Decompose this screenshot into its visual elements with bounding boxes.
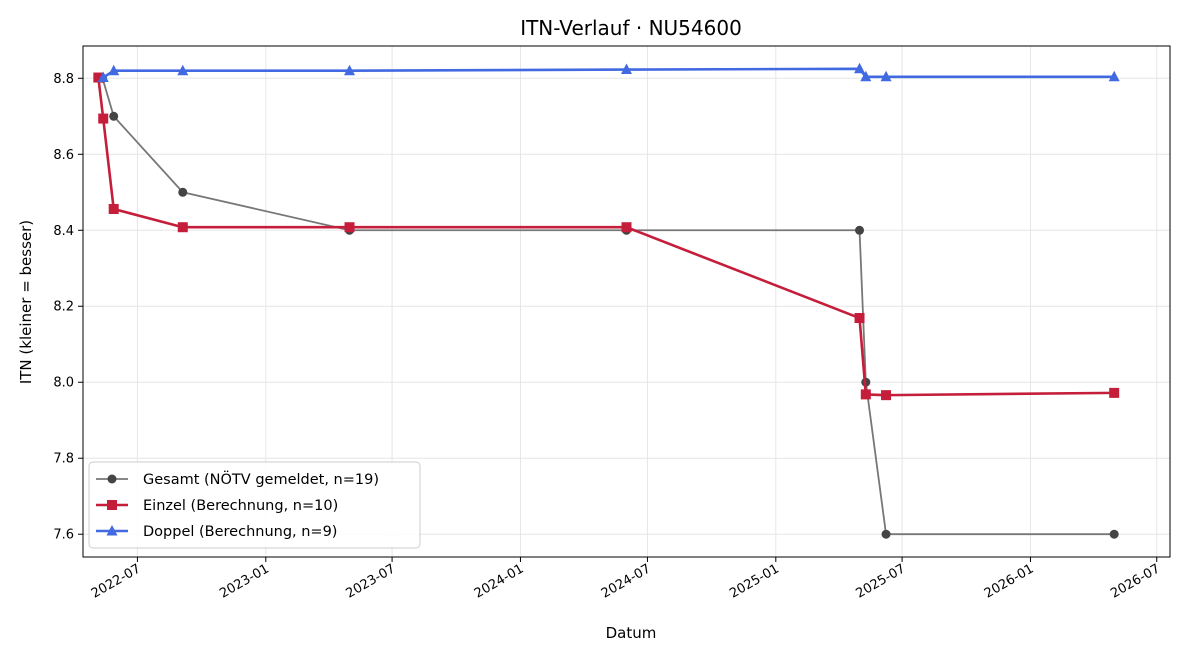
series-2 <box>93 72 1120 401</box>
data-point <box>109 111 119 121</box>
legend-marker <box>107 500 117 510</box>
data-point <box>860 70 872 82</box>
data-point <box>1108 70 1120 82</box>
data-point <box>854 62 866 74</box>
plot-frame <box>82 45 1171 558</box>
y-axis-label: ITN (kleiner = besser) <box>17 220 35 384</box>
data-point <box>98 113 109 124</box>
data-point <box>177 222 188 233</box>
data-point <box>177 64 189 76</box>
data-point <box>855 225 865 235</box>
legend-item: Doppel (Berechnung, n=9) <box>96 524 337 540</box>
x-axis-label: Datum <box>606 624 657 642</box>
data-point <box>881 529 891 539</box>
data-point <box>621 222 632 233</box>
legend-label: Gesamt (NÖTV gemeldet, n=19) <box>143 470 379 488</box>
data-point <box>178 187 188 197</box>
y-tick-label: 7.8 <box>53 452 74 467</box>
y-axis: 7.6 7.8 8.0 8.2 8.4 8.6 8.8 <box>53 72 83 543</box>
data-point <box>93 72 104 83</box>
data-point <box>860 389 871 400</box>
data-point <box>880 70 892 82</box>
y-tick-label: 8.6 <box>53 148 74 163</box>
y-tick-label: 7.6 <box>53 528 74 543</box>
series-layer <box>93 62 1120 539</box>
data-point <box>1109 529 1119 539</box>
legend-marker <box>106 525 118 536</box>
series-line <box>97 77 1115 397</box>
data-point <box>97 71 109 83</box>
data-point <box>108 203 119 214</box>
legend-box <box>88 461 421 549</box>
data-point <box>1109 387 1120 398</box>
data-point <box>621 63 632 75</box>
data-point <box>344 222 355 233</box>
data-point <box>344 64 356 76</box>
legend-item: Einzel (Berechnung, n=10) <box>96 498 338 514</box>
legend-label: Doppel (Berechnung, n=9) <box>143 524 337 540</box>
y-tick-label: 8.4 <box>53 224 74 239</box>
y-tick-label: 8.8 <box>53 72 74 87</box>
legend-marker <box>107 474 117 484</box>
chart-title: ITN-Verlauf · NU54600 <box>520 16 742 40</box>
data-point <box>881 390 892 401</box>
y-tick-label: 8.2 <box>53 300 74 315</box>
legend-item: Gesamt (NÖTV gemeldet, n=19) <box>96 470 379 488</box>
data-point <box>108 64 120 76</box>
data-point <box>854 313 865 324</box>
legend: Gesamt (NÖTV gemeldet, n=19) Einzel (Bere… <box>88 461 421 549</box>
legend-label: Einzel (Berechnung, n=10) <box>143 498 338 514</box>
y-tick-label: 8.0 <box>53 376 74 391</box>
series-3 <box>97 62 1120 83</box>
